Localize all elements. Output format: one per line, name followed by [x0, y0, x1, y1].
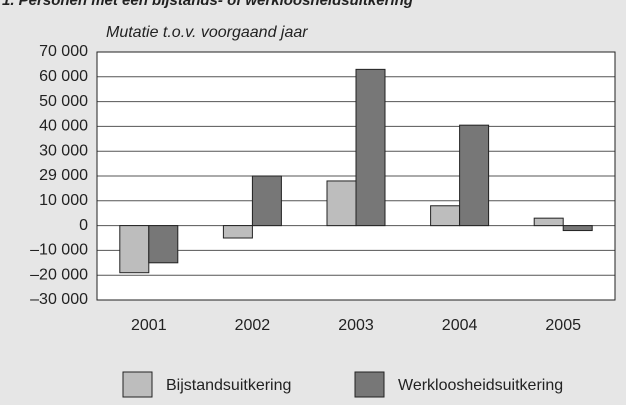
x-tick-label: 2004	[442, 317, 478, 334]
y-tick-label: 10 000	[39, 192, 88, 209]
legend-swatch	[122, 371, 153, 398]
plot-border	[96, 51, 616, 301]
legend-label: Bijstandsuitkering	[166, 377, 291, 394]
bar	[222, 225, 253, 239]
y-tick-label: –20 000	[30, 266, 88, 283]
x-tick-label: 2001	[131, 317, 167, 334]
y-tick-label: 0	[79, 217, 88, 234]
bar	[459, 124, 490, 227]
legend-swatch	[354, 371, 385, 398]
bar	[430, 205, 461, 227]
y-tick-label: 70 000	[39, 43, 88, 60]
legend-label: Werkloosheidsuitkering	[398, 377, 563, 394]
bar	[148, 225, 179, 264]
y-tick-label: –10 000	[30, 242, 88, 259]
x-tick-label: 2002	[235, 317, 271, 334]
y-tick-label: 60 000	[39, 68, 88, 85]
x-tick-label: 2005	[545, 317, 581, 334]
y-tick-label: 30 000	[39, 142, 88, 159]
y-tick-label: 29 000	[39, 167, 88, 184]
bar	[326, 180, 357, 227]
chart-subtitle: Mutatie t.o.v. voorgaand jaar	[106, 24, 308, 41]
x-tick-label: 2003	[338, 317, 374, 334]
bar	[562, 225, 593, 232]
y-tick-label: –30 000	[30, 291, 88, 308]
chart-title: 1. Personen met een bijstands- of werklo…	[2, 0, 413, 9]
bar	[533, 217, 564, 227]
bar	[119, 225, 150, 274]
bar	[355, 68, 386, 227]
y-tick-label: 40 000	[39, 118, 88, 135]
bar	[251, 175, 282, 227]
y-tick-label: 50 000	[39, 93, 88, 110]
